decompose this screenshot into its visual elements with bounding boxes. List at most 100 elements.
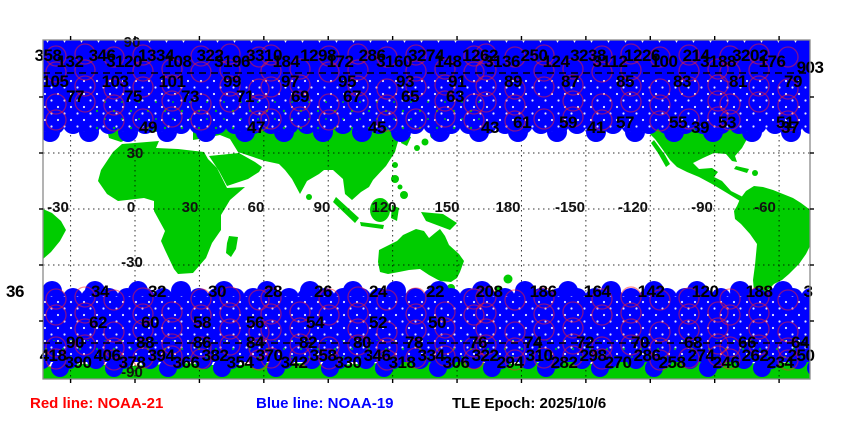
pass-number: 77 <box>66 87 84 106</box>
continent-africa <box>98 141 245 274</box>
pass-number: 310 <box>526 346 553 365</box>
pass-number: 66 <box>738 333 756 352</box>
island-hispaniola <box>752 170 758 176</box>
pass-number: 54 <box>306 313 325 332</box>
pass-number: 36 <box>6 282 24 301</box>
continent-australia <box>378 229 464 282</box>
pass-number: 124 <box>543 52 571 71</box>
pass-number: 30 <box>208 282 226 301</box>
pass-number: 184 <box>273 52 301 71</box>
island-madagascar <box>226 236 238 257</box>
pass-number: 50 <box>428 313 446 332</box>
pass-number: 52 <box>369 313 387 332</box>
longitude-label: 0 <box>127 199 135 216</box>
pass-number: 334 <box>418 346 446 365</box>
pass-number: 53 <box>718 113 736 132</box>
pass-number: 164 <box>584 282 612 301</box>
island-visayas <box>397 184 403 190</box>
pass-number: 208 <box>476 282 503 301</box>
pass-number: 103 <box>102 72 129 91</box>
pass-number: 26 <box>314 282 332 301</box>
continent-eurasia <box>193 128 405 200</box>
pass-number: 81 <box>729 72 747 91</box>
pass-number: 322 <box>197 46 224 65</box>
pass-number: 186 <box>530 282 557 301</box>
pass-number: 78 <box>405 333 423 352</box>
pass-number: 330 <box>335 353 362 372</box>
pass-number: 188 <box>746 282 773 301</box>
pass-number: 69 <box>291 87 309 106</box>
longitude-label: 120 <box>371 199 396 216</box>
pass-number: 51 <box>776 113 794 132</box>
pass-number: 172 <box>327 52 354 71</box>
pass-number: 58 <box>193 313 211 332</box>
pass-number: 37 <box>781 118 799 137</box>
continent-north-america <box>642 128 750 201</box>
pass-number: 354 <box>227 353 255 372</box>
pass-number: 43 <box>481 118 499 137</box>
pass-number: 72 <box>576 333 594 352</box>
pass-number: 28 <box>264 282 282 301</box>
pass-number: 306 <box>443 353 470 372</box>
pass-number: 79 <box>784 72 802 91</box>
longitude-label: 150 <box>434 199 459 216</box>
pass-number: 286 <box>359 46 386 65</box>
pass-number: 358 <box>310 346 337 365</box>
pass-number: 71 <box>236 87 254 106</box>
longitude-label: -60 <box>754 199 776 216</box>
pass-number: 142 <box>638 282 665 301</box>
pass-number: 32 <box>148 282 166 301</box>
pass-number: 60 <box>141 313 159 332</box>
pass-number: 84 <box>246 333 265 352</box>
pass-number: 370 <box>256 346 283 365</box>
island-sumatra <box>333 197 359 223</box>
pass-number: 88 <box>136 333 154 352</box>
pass-number: 76 <box>469 333 487 352</box>
orbit-bands-layer <box>43 40 810 377</box>
pass-number: 100 <box>651 52 678 71</box>
latitude-label: -90 <box>121 364 143 381</box>
pass-number: 382 <box>202 346 229 365</box>
legend-red-noaa21: Red line: NOAA-21 <box>30 395 164 412</box>
pass-number: 34 <box>91 282 110 301</box>
pass-number: 1226 <box>624 46 660 65</box>
pass-number: 93 <box>396 72 414 91</box>
pass-number: 394 <box>148 346 176 365</box>
longitude-label: -120 <box>618 199 648 216</box>
longitude-label: 30 <box>182 199 199 216</box>
pass-number: 294 <box>497 353 525 372</box>
pass-number: 148 <box>435 52 462 71</box>
latitude-label: 30 <box>127 145 144 162</box>
pass-number: 366 <box>173 353 200 372</box>
longitude-label: 60 <box>248 199 265 216</box>
pass-number: 67 <box>343 87 361 106</box>
longitude-label: -90 <box>691 199 713 216</box>
pass-number: 346 <box>89 46 116 65</box>
island-mindanao <box>400 191 408 199</box>
pass-number: 89 <box>504 72 522 91</box>
pass-number: 258 <box>659 353 686 372</box>
region-brazil-wrap <box>43 209 66 259</box>
pass-number: 45 <box>368 118 386 137</box>
pass-number: 75 <box>124 87 142 106</box>
pass-number: 59 <box>559 113 577 132</box>
pass-number: 47 <box>247 118 265 137</box>
pass-number: 274 <box>688 346 716 365</box>
pass-number: 406 <box>94 346 121 365</box>
latitude-label: -30 <box>121 254 143 271</box>
pass-number: 73 <box>181 87 199 106</box>
longitude-label: 90 <box>314 199 331 216</box>
pass-number: 39 <box>691 118 709 137</box>
legend-tle-epoch: TLE Epoch: 2025/10/6 <box>452 395 607 412</box>
pass-number: 3202 <box>732 46 768 65</box>
pass-number: 250 <box>521 46 548 65</box>
pass-number: 262 <box>742 346 769 365</box>
pass-number: 61 <box>513 113 531 132</box>
pass-number: 56 <box>246 313 264 332</box>
island-cuba <box>734 166 749 173</box>
pass-numbers-layer: 358 346 1334 322 3310 1298 286 3274 1262 250 3238 1… <box>6 46 824 372</box>
pass-number: 65 <box>401 87 419 106</box>
pass-number: 55 <box>669 113 687 132</box>
pass-number: 90 <box>66 333 84 352</box>
